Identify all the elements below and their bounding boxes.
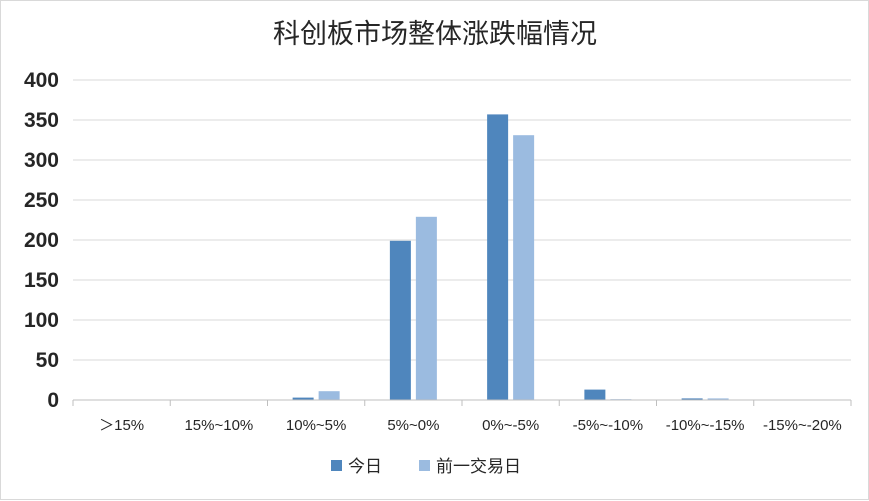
x-tick-label: -5%~-10% xyxy=(573,417,643,434)
bar-previous-day-3 xyxy=(415,216,437,400)
bar-previous-day-6 xyxy=(707,398,729,400)
x-tick-label: -10%~-15% xyxy=(666,417,745,434)
legend-swatch-today xyxy=(331,460,342,471)
legend-swatch-previous-day xyxy=(419,460,430,471)
gridlines xyxy=(73,79,851,361)
bar-previous-day-2 xyxy=(318,391,340,400)
x-tick-label: -15%~-20% xyxy=(763,417,842,434)
legend: 今日 前一交易日 xyxy=(331,457,521,477)
y-tick-label: 50 xyxy=(36,349,59,372)
bar-today-4 xyxy=(487,114,509,401)
y-tick-label: 250 xyxy=(24,189,59,212)
y-tick-label: 100 xyxy=(24,309,59,332)
y-tick-label: 350 xyxy=(24,109,59,132)
x-tick-label: 15%~10% xyxy=(184,417,253,434)
bar-today-2 xyxy=(292,397,314,400)
bar-today-3 xyxy=(389,240,411,400)
x-tick-label: 0%~-5% xyxy=(482,417,539,434)
x-axis: ＞15% 15%~10% 10%~5% 5%~0% 0%~-5% -5%~-10% -10%… xyxy=(72,399,852,434)
x-tick-label: 10%~5% xyxy=(286,417,346,434)
y-tick-label: 0 xyxy=(47,389,59,412)
y-tick-label: 400 xyxy=(24,69,59,92)
x-tick-label: 5%~0% xyxy=(387,417,439,434)
bar-today-6 xyxy=(681,398,703,400)
legend-label-today: 今日 xyxy=(348,457,382,477)
legend-label-previous-day: 前一交易日 xyxy=(436,457,521,477)
bars xyxy=(292,114,729,401)
y-tick-label: 200 xyxy=(24,229,59,252)
y-axis: 0 50 100 150 200 250 300 350 400 xyxy=(24,69,59,412)
y-tick-label: 150 xyxy=(24,269,59,292)
x-tick-label: ＞15% xyxy=(99,417,144,434)
bar-previous-day-4 xyxy=(513,135,535,400)
bar-today-5 xyxy=(584,389,606,400)
y-tick-label: 300 xyxy=(24,149,59,172)
chart-title: 科创板市场整体涨跌幅情况 xyxy=(273,19,597,50)
